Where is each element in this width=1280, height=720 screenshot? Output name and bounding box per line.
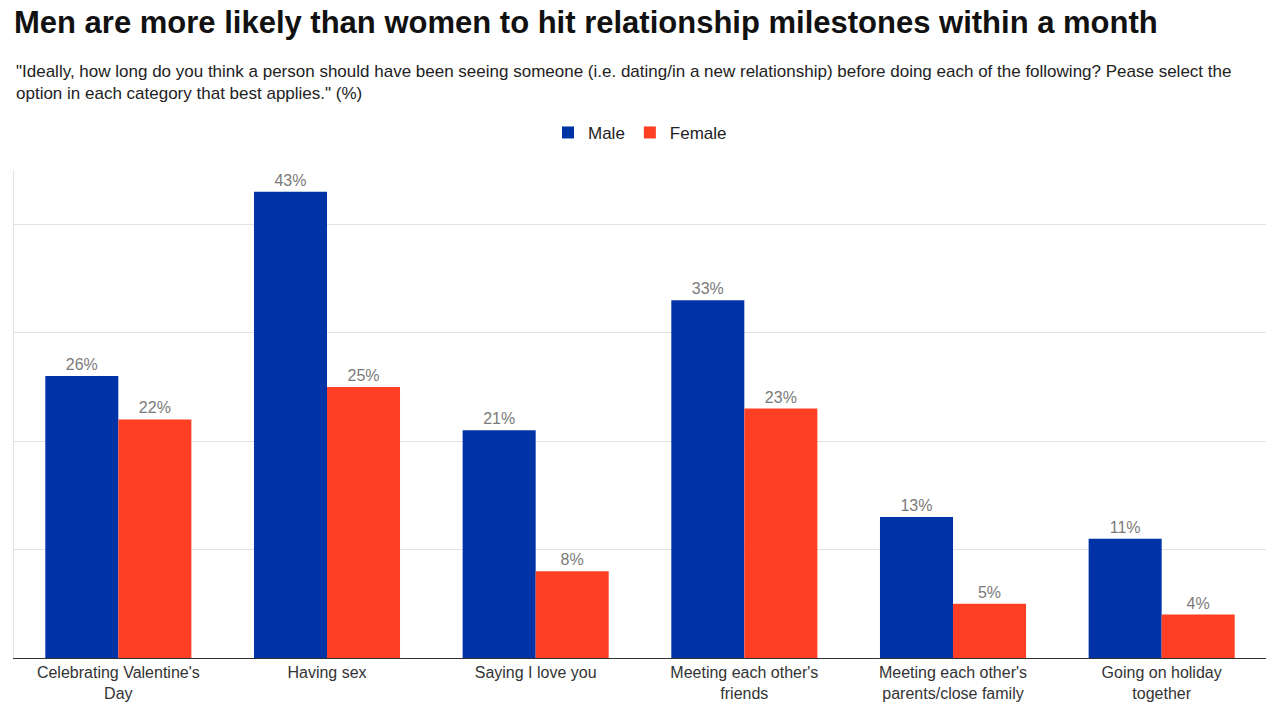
svg-text:33%: 33% — [692, 280, 724, 297]
svg-text:22%: 22% — [139, 399, 171, 416]
svg-text:Celebrating Valentine'sDay: Celebrating Valentine'sDay — [37, 664, 200, 702]
svg-text:8%: 8% — [561, 551, 584, 568]
svg-text:23%: 23% — [765, 389, 797, 406]
svg-text:Saying I love you: Saying I love you — [475, 664, 597, 681]
svg-text:21%: 21% — [483, 410, 515, 427]
svg-text:Female: Female — [670, 124, 727, 143]
svg-text:4%: 4% — [1187, 595, 1210, 612]
svg-text:5%: 5% — [978, 584, 1001, 601]
svg-text:Men are more likely than women: Men are more likely than women to hit re… — [14, 5, 1158, 40]
svg-text:13%: 13% — [900, 497, 932, 514]
svg-text:Meeting each other'sfriends: Meeting each other'sfriends — [670, 664, 818, 702]
svg-text:Male: Male — [588, 124, 625, 143]
svg-text:Having sex: Having sex — [287, 664, 366, 681]
svg-text:26%: 26% — [66, 356, 98, 373]
svg-text:25%: 25% — [347, 367, 379, 384]
svg-text:Going on holidaytogether: Going on holidaytogether — [1102, 664, 1222, 702]
svg-text:Meeting each other'sparents/cl: Meeting each other'sparents/close family — [879, 664, 1027, 702]
svg-text:43%: 43% — [274, 172, 306, 189]
svg-text:"Ideally, how long do you thin: "Ideally, how long do you think a person… — [16, 62, 1231, 103]
svg-text:11%: 11% — [1110, 519, 1141, 536]
